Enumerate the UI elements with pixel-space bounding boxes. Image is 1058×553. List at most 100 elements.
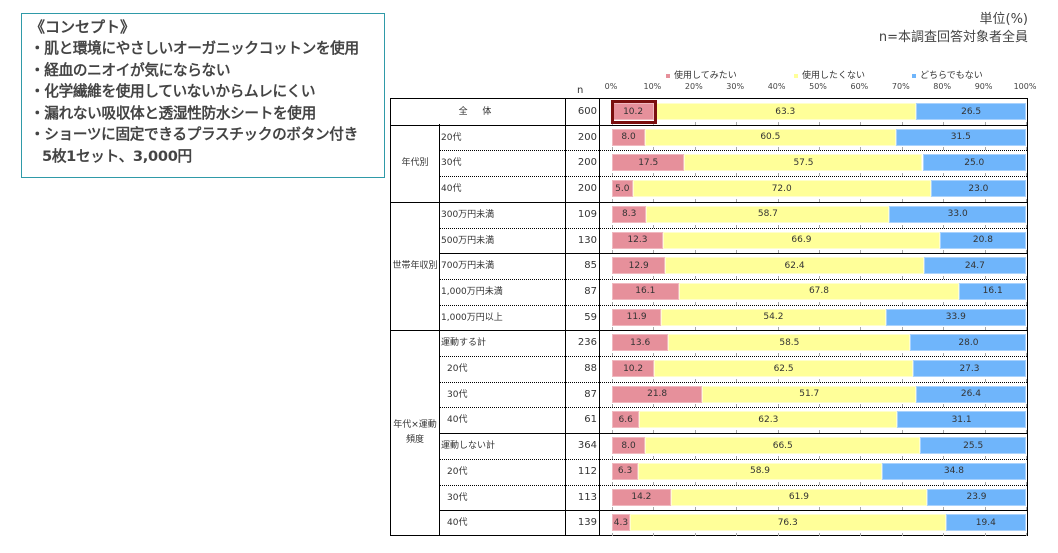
row-label: 40代 <box>447 415 468 426</box>
grid-tick <box>612 327 613 331</box>
grid-tick <box>943 327 945 331</box>
grid-tick <box>984 430 986 434</box>
grid-tick <box>1026 507 1027 511</box>
row-label: 500万円未満 <box>441 235 495 246</box>
row-separator <box>439 433 1027 435</box>
grid-tick <box>653 455 655 459</box>
data-label: 8.0 <box>621 440 636 451</box>
grid-tick <box>736 378 738 382</box>
grid-tick <box>612 353 613 356</box>
concept-price: 5枚1セット、3,000円 <box>42 147 192 165</box>
row-label: 700万円未満 <box>441 261 495 272</box>
grid-tick <box>736 430 738 434</box>
group-label: 世帯年収別 <box>392 260 438 271</box>
bar-segment-neither: 25.5 <box>920 437 1026 455</box>
bar-segment-want: 8.0 <box>612 437 646 455</box>
grid-tick <box>984 301 986 305</box>
grid-tick <box>777 353 779 356</box>
row-n: 109 <box>577 208 597 220</box>
data-label: 62.4 <box>784 260 805 271</box>
grid-tick <box>1026 353 1027 356</box>
row-label: 運動する計 <box>441 338 487 349</box>
group-label: 年代×運動頻度 <box>393 420 437 446</box>
group-label: 年代別 <box>401 157 429 168</box>
table-row: 1,000万円以上 59 <box>391 304 1027 331</box>
bar-segment-neither: 23.9 <box>927 488 1026 506</box>
grid-tick <box>777 121 779 125</box>
n-divider <box>599 99 600 535</box>
data-label: 58.9 <box>749 466 771 477</box>
grid-tick <box>984 224 986 228</box>
bar-segment-not-want: 61.9 <box>670 488 928 506</box>
bar-segment-want: 11.9 <box>612 308 662 326</box>
bar-segment-want: 6.3 <box>612 462 639 480</box>
data-label: 8.0 <box>621 132 636 143</box>
grid-tick <box>819 378 820 382</box>
row-label: 30代 <box>447 492 468 503</box>
grid-tick <box>777 404 779 408</box>
bar-segment-neither: 33.9 <box>885 308 1026 326</box>
grid-tick <box>736 301 738 305</box>
grid-tick <box>694 198 696 202</box>
bar-segment-not-want: 58.7 <box>646 205 890 223</box>
grid-tick <box>1026 378 1027 382</box>
total-row-cover <box>438 99 441 124</box>
grid-tick <box>860 507 862 511</box>
bar-segment-neither: 20.8 <box>939 231 1026 249</box>
data-label: 76.3 <box>777 517 798 528</box>
grid-tick <box>1026 301 1027 305</box>
grid-tick <box>1026 173 1027 177</box>
row-n: 130 <box>577 234 597 246</box>
row-n: 200 <box>577 183 597 195</box>
grid-tick <box>984 327 986 331</box>
row-label: 40代 <box>447 518 468 529</box>
grid-tick <box>1026 250 1027 254</box>
row-label: 1,000万円以上 <box>441 312 503 323</box>
bar-segment-neither: 26.4 <box>916 385 1026 403</box>
grid-tick <box>819 327 820 331</box>
grid-tick <box>943 173 945 177</box>
grid-tick <box>984 481 986 485</box>
concept-item: ・経血のニオイが気にならない <box>30 61 231 79</box>
grid-tick <box>653 378 655 382</box>
row-n: 87 <box>584 388 597 400</box>
data-label: 8.3 <box>622 209 637 220</box>
data-label: 51.7 <box>799 389 820 400</box>
grid-tick <box>777 147 779 151</box>
row-n: 112 <box>577 465 597 477</box>
x-tick-label: 90% <box>974 82 993 91</box>
grid-tick <box>860 173 862 177</box>
grid-tick <box>943 481 945 485</box>
grid-tick <box>736 532 738 536</box>
grid-tick <box>653 147 655 151</box>
concept-item: ・肌と環境にやさしいオーガニックコットンを使用 <box>30 40 359 57</box>
grid-tick <box>819 455 820 459</box>
data-label: 66.9 <box>791 235 812 245</box>
data-label: 17.5 <box>638 157 659 168</box>
x-tick-label: 0% <box>604 82 618 91</box>
grid-tick <box>984 532 986 536</box>
data-label: 25.0 <box>964 157 985 168</box>
bar-segment-want: 17.5 <box>612 154 685 172</box>
grid-tick <box>943 224 945 228</box>
row-n: 87 <box>584 285 597 297</box>
legend-swatch <box>912 73 916 78</box>
grid-tick <box>1026 430 1027 434</box>
data-label: 33.9 <box>945 312 966 323</box>
data-label: 58.7 <box>757 209 778 220</box>
grid-tick <box>736 224 738 228</box>
grid-tick <box>860 455 862 459</box>
grid-tick <box>901 250 903 254</box>
bar-segment-not-want: 62.4 <box>665 257 924 275</box>
concept-title: 《コンセプト》 <box>30 18 136 36</box>
grid-tick <box>612 507 613 511</box>
grid-tick <box>777 327 779 331</box>
row-separator <box>439 484 1027 486</box>
row-n: 364 <box>577 440 597 452</box>
row-n: 88 <box>584 363 597 374</box>
table-row: 30代 200 <box>391 150 1027 176</box>
grid-tick <box>819 430 820 434</box>
bar-segment-want: 14.2 <box>612 488 671 506</box>
row-separator <box>439 176 1027 178</box>
grid-tick <box>901 430 903 434</box>
